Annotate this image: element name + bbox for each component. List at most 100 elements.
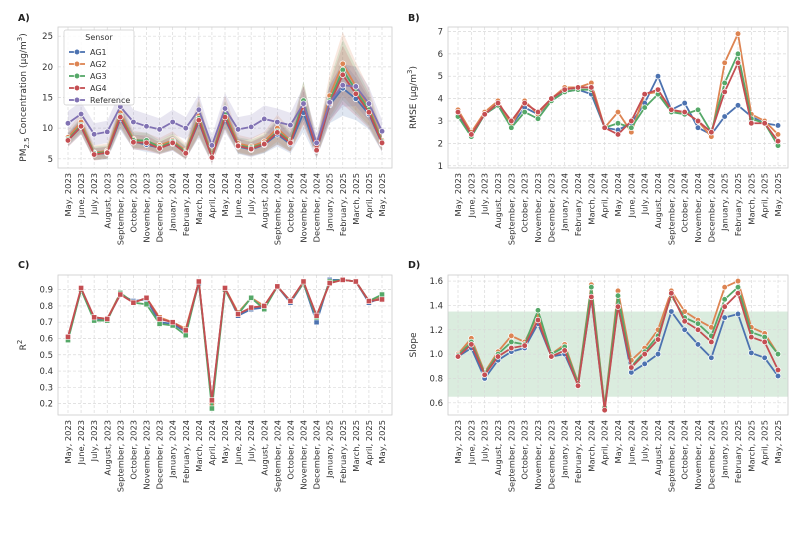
data-point — [721, 113, 728, 120]
data-point — [209, 397, 215, 404]
x-tick-label: December, 2023 — [546, 173, 556, 242]
data-point — [454, 353, 462, 360]
x-tick-label: February, 2024 — [573, 173, 583, 236]
data-point — [614, 292, 622, 299]
x-tick-label: January, 2024 — [560, 420, 570, 479]
data-point — [774, 350, 782, 358]
data-point — [534, 108, 542, 116]
x-tick-label: November, 2023 — [142, 173, 152, 243]
data-point — [628, 117, 635, 125]
data-point — [694, 326, 702, 333]
data-point — [508, 124, 515, 131]
x-tick-label: December, 2024 — [312, 420, 322, 489]
legend-entry-reference: Reference — [90, 96, 130, 105]
data-point — [222, 285, 228, 291]
data-point — [694, 341, 702, 348]
y-tick-label: 1.4 — [429, 301, 443, 311]
data-point — [274, 118, 281, 126]
data-point — [708, 354, 715, 361]
y-axis-label: Slope — [409, 332, 419, 357]
x-tick-label: November, 2024 — [693, 173, 703, 243]
data-point — [694, 117, 702, 125]
data-point — [588, 284, 595, 291]
data-point — [521, 342, 528, 349]
data-point — [143, 301, 150, 308]
legend-entry-ag4: AG4 — [90, 84, 107, 93]
y-tick-label: 0.2 — [39, 400, 53, 410]
x-tick-label: July, 2024 — [246, 420, 256, 462]
data-point — [721, 79, 728, 87]
y-tick-label: 0.9 — [39, 286, 53, 296]
x-tick-label: December, 2023 — [155, 173, 165, 242]
y-tick-label: 7 — [438, 27, 443, 37]
data-point — [681, 318, 688, 325]
data-point — [508, 117, 515, 125]
x-tick-label: January, 2025 — [720, 173, 730, 232]
x-tick-label: June, 2023 — [76, 173, 86, 218]
y-tick-label: 0.4 — [39, 367, 53, 377]
data-point — [378, 139, 386, 147]
x-tick-label: May, 2025 — [773, 420, 783, 464]
data-point — [668, 308, 675, 315]
data-point — [169, 319, 176, 326]
data-point — [248, 123, 255, 131]
data-point — [708, 129, 715, 136]
x-tick-label: March, 2024 — [194, 173, 204, 225]
x-tick-label: December, 2024 — [706, 173, 716, 242]
band-ag2 — [68, 31, 382, 162]
y-tick-label: 1.6 — [429, 277, 443, 287]
data-point — [548, 95, 555, 102]
data-point — [654, 86, 662, 93]
data-point — [156, 316, 163, 322]
x-tick-label: June, 2024 — [233, 173, 243, 218]
data-point — [379, 291, 385, 298]
data-point — [156, 320, 163, 327]
data-point — [65, 333, 71, 340]
data-point — [721, 59, 728, 66]
x-tick-label: January, 2024 — [168, 173, 178, 232]
x-tick-label: March, 2025 — [351, 173, 361, 225]
x-tick-label: September, 2023 — [115, 420, 125, 492]
data-point — [130, 118, 137, 126]
x-tick-label: November, 2024 — [299, 420, 309, 490]
data-point — [761, 120, 768, 127]
x-tick-label: July, 2023 — [480, 173, 490, 215]
panel-label: D) — [408, 260, 420, 271]
data-point — [352, 83, 359, 90]
y-tick-label: 0.6 — [429, 399, 443, 409]
data-point — [195, 117, 202, 124]
x-tick-label: May, 2024 — [220, 420, 230, 464]
x-tick-label: August, 2023 — [102, 173, 112, 228]
data-point — [261, 115, 268, 123]
data-point — [326, 280, 333, 287]
data-point — [248, 145, 255, 153]
y-tick-label: 5 — [438, 72, 443, 82]
data-point — [534, 316, 542, 324]
plot-frame — [447, 274, 789, 416]
data-point — [521, 99, 528, 107]
x-tick-label: February, 2024 — [573, 420, 583, 483]
data-point — [143, 294, 150, 301]
x-tick-label: March, 2025 — [746, 420, 756, 472]
y-axis-label: PM2.5 Concentration (µg/m3) — [16, 33, 31, 161]
data-point — [221, 105, 229, 112]
panel-label: A) — [18, 13, 30, 24]
x-tick-label: December, 2024 — [706, 420, 716, 489]
data-point — [91, 131, 98, 138]
x-tick-label: June, 2024 — [626, 173, 636, 218]
y-tick-label: 0.3 — [39, 383, 53, 393]
x-tick-label: June, 2023 — [466, 173, 476, 218]
y-tick-label: 3 — [438, 117, 443, 127]
x-tick-label: July, 2024 — [640, 420, 650, 462]
data-point — [379, 296, 385, 303]
x-tick-label: June, 2023 — [76, 420, 86, 465]
x-tick-label: May, 2025 — [377, 173, 387, 217]
legend-swatch-marker — [73, 60, 81, 68]
data-point — [508, 344, 515, 352]
x-tick-label: August, 2023 — [493, 173, 503, 228]
data-point — [287, 139, 294, 147]
x-tick-label: April, 2024 — [207, 420, 217, 465]
data-point — [454, 108, 462, 116]
